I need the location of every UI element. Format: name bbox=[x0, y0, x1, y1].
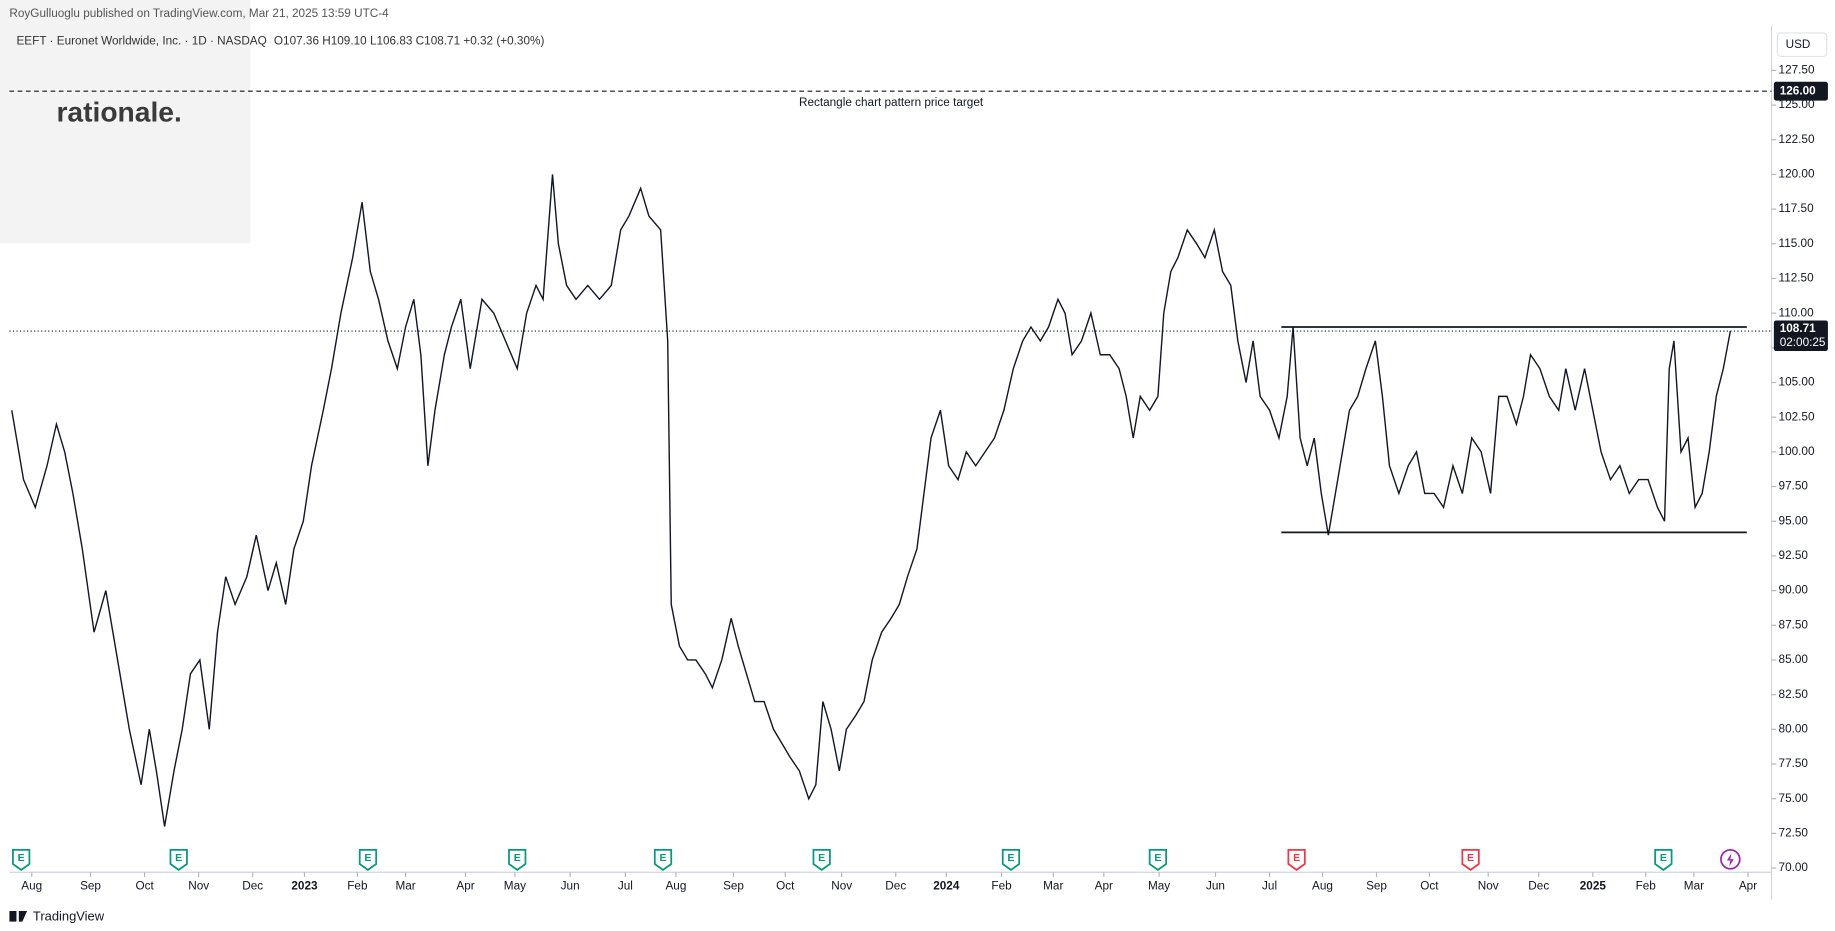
x-tick-label: Jun bbox=[1206, 879, 1225, 892]
y-tick-label: 87.50 bbox=[1779, 618, 1809, 631]
earnings-marker bbox=[1287, 849, 1306, 871]
target-text: Rectangle chart pattern price target bbox=[799, 96, 984, 109]
x-tick-label: Dec bbox=[1528, 879, 1549, 892]
earnings-marker bbox=[358, 849, 378, 871]
x-tick-label: Jun bbox=[561, 879, 580, 892]
earnings-marker bbox=[812, 849, 831, 871]
x-tick-label: Oct bbox=[1420, 879, 1439, 892]
earnings-marker bbox=[1001, 849, 1021, 871]
x-tick-label: Sep bbox=[723, 879, 744, 892]
y-tick-label: 72.50 bbox=[1779, 826, 1809, 839]
x-tick-label: Oct bbox=[135, 879, 154, 892]
y-tick-label: 105.00 bbox=[1779, 376, 1815, 389]
earnings-marker bbox=[169, 849, 188, 871]
target-label-box bbox=[1773, 81, 1828, 101]
y-tick-label: 100.00 bbox=[1779, 445, 1815, 458]
earnings-label: E bbox=[364, 852, 371, 864]
currency: USD bbox=[1786, 38, 1811, 51]
y-tick-label: 102.50 bbox=[1779, 410, 1815, 423]
earnings-label: E bbox=[175, 852, 182, 864]
x-tick-label: 2025 bbox=[1580, 879, 1607, 892]
x-tick-label: May bbox=[504, 879, 526, 892]
y-tick-label: 122.50 bbox=[1779, 133, 1815, 146]
earnings-label: E bbox=[1154, 852, 1161, 864]
y-tick-label: 82.50 bbox=[1779, 688, 1809, 701]
x-tick-label: Apr bbox=[1739, 879, 1757, 892]
x-tick-label: 2024 bbox=[933, 879, 960, 892]
y-tick-label: 110.00 bbox=[1779, 306, 1815, 319]
earnings-marker bbox=[12, 849, 31, 871]
y-tick-label: 90.00 bbox=[1779, 584, 1809, 597]
earnings-label: E bbox=[1467, 852, 1474, 864]
publisher: RoyGulluoglu published on TradingView.co… bbox=[9, 7, 389, 20]
earnings-label: E bbox=[18, 852, 25, 864]
symbol: EEFT · Euronet Worldwide, Inc. · 1D · NA… bbox=[16, 34, 266, 47]
earnings-label: E bbox=[659, 852, 666, 864]
x-tick-label: Aug bbox=[21, 879, 42, 892]
x-tick-label: Mar bbox=[395, 879, 415, 892]
x-tick-label: Jul bbox=[618, 879, 633, 892]
x-tick-label: Feb bbox=[991, 879, 1012, 892]
event-bolt bbox=[1726, 853, 1734, 867]
x-tick-label: Dec bbox=[885, 879, 906, 892]
x-tick-label: Jul bbox=[1262, 879, 1277, 892]
x-tick-label: Mar bbox=[1684, 879, 1704, 892]
x-tick-label: Feb bbox=[1636, 879, 1657, 892]
x-tick-label: Dec bbox=[242, 879, 263, 892]
y-tick-label: 97.50 bbox=[1779, 480, 1809, 493]
x-tick-label: Apr bbox=[456, 879, 474, 892]
price-line bbox=[11, 174, 1732, 827]
ohlc: O107.36 H109.10 L106.83 C108.71 +0.32 (+… bbox=[274, 34, 545, 47]
x-tick-label: Feb bbox=[347, 879, 368, 892]
x-tick-label: Nov bbox=[1478, 879, 1499, 892]
earnings-label: E bbox=[1293, 852, 1300, 864]
y-tick-label: 75.00 bbox=[1779, 792, 1809, 805]
y-tick-label: 85.00 bbox=[1779, 653, 1809, 666]
x-tick-label: May bbox=[1148, 879, 1170, 892]
y-tick-label: 112.50 bbox=[1779, 272, 1815, 285]
y-tick-label: 95.00 bbox=[1779, 514, 1809, 527]
y-tick-label: 125.00 bbox=[1779, 98, 1815, 111]
footer: TradingView bbox=[33, 908, 105, 923]
y-tick-label: 70.00 bbox=[1779, 861, 1809, 874]
y-tick-label: 92.50 bbox=[1779, 549, 1809, 562]
x-tick-label: Aug bbox=[665, 879, 686, 892]
x-tick-label: Apr bbox=[1095, 879, 1113, 892]
y-tick-label: 120.00 bbox=[1779, 168, 1815, 181]
y-tick-label: 127.50 bbox=[1779, 63, 1815, 76]
x-tick-label: Nov bbox=[188, 879, 209, 892]
target-label: 126.00 bbox=[1780, 84, 1816, 97]
earnings-marker bbox=[508, 849, 527, 871]
x-tick-label: Sep bbox=[1366, 879, 1387, 892]
last-price-box bbox=[1773, 320, 1828, 352]
x-tick-label: Mar bbox=[1043, 879, 1063, 892]
x-tick-label: Sep bbox=[80, 879, 101, 892]
watermark-box bbox=[0, 0, 251, 244]
earnings-marker bbox=[1148, 849, 1168, 871]
last-price-label: 108.71 bbox=[1780, 322, 1816, 335]
y-tick-label: 117.50 bbox=[1779, 202, 1815, 215]
x-tick-label: Nov bbox=[831, 879, 852, 892]
watermark: rationale. bbox=[56, 95, 181, 127]
earnings-marker bbox=[653, 849, 673, 871]
x-tick-label: 2023 bbox=[291, 879, 318, 892]
y-tick-label: 77.50 bbox=[1779, 757, 1809, 770]
earnings-label: E bbox=[1007, 852, 1014, 864]
y-tick-label: 80.00 bbox=[1779, 722, 1809, 735]
earnings-label: E bbox=[514, 852, 521, 864]
earnings-marker bbox=[1461, 849, 1480, 871]
earnings-marker bbox=[1654, 849, 1673, 871]
footer-logo bbox=[9, 911, 28, 922]
x-tick-label: Oct bbox=[776, 879, 795, 892]
y-tick-label: 115.00 bbox=[1779, 237, 1815, 250]
earnings-label: E bbox=[818, 852, 825, 864]
x-tick-label: Aug bbox=[1312, 879, 1333, 892]
earnings-label: E bbox=[1660, 852, 1667, 864]
countdown: 02:00:25 bbox=[1780, 336, 1826, 349]
currency-box[interactable] bbox=[1776, 32, 1828, 58]
